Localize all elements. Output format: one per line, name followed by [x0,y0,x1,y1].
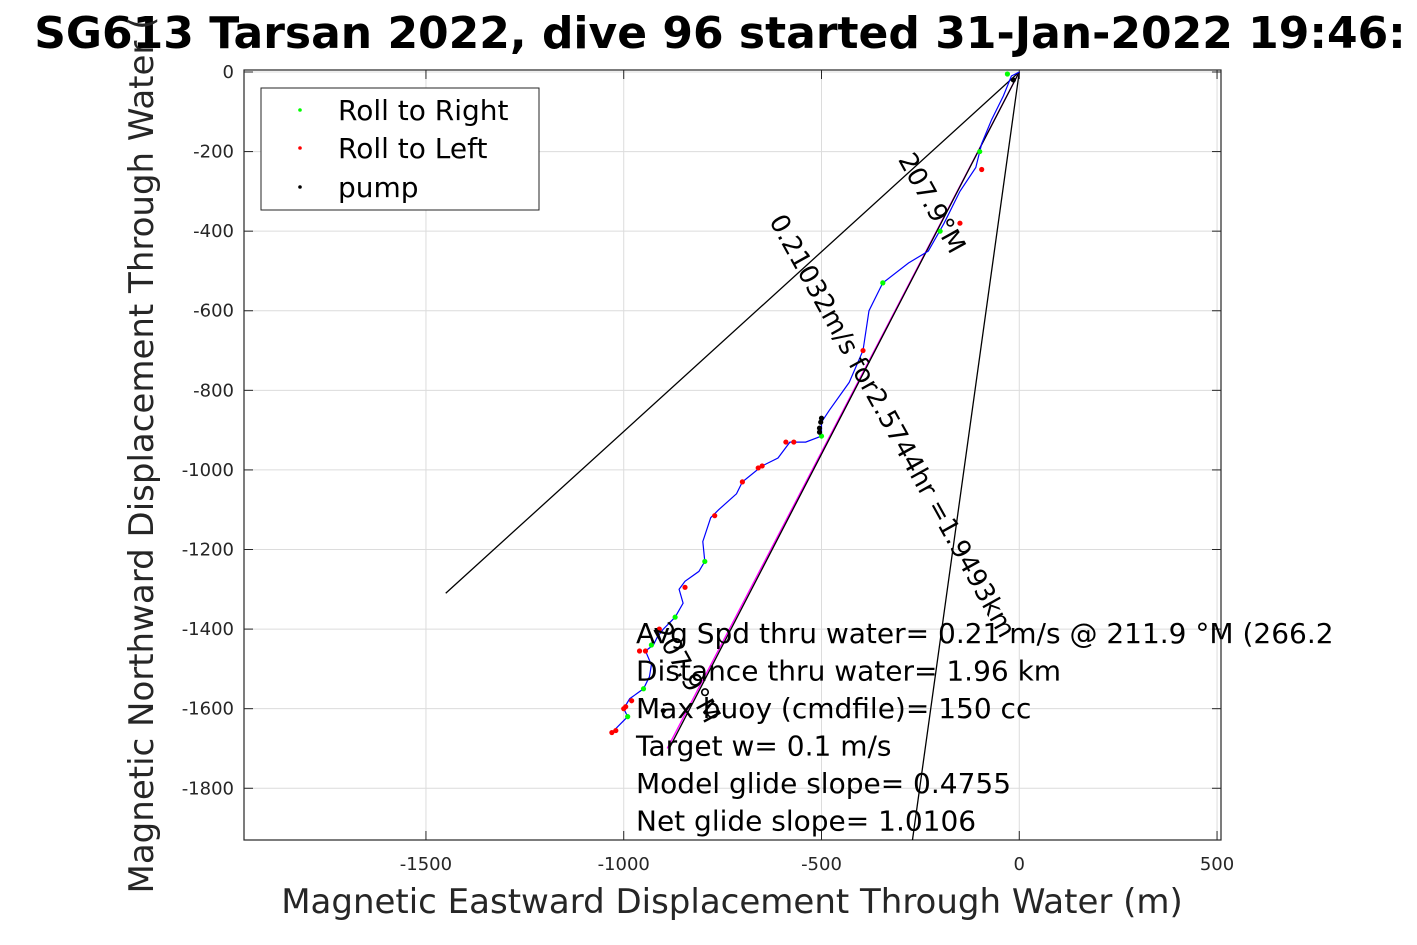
legend-marker-roll-left [298,146,302,150]
pump-point [816,429,823,435]
roll-left-point [609,729,615,736]
y-tick-label: -1600 [182,699,234,720]
annotation-line: Distance thru water= 1.96 km [636,655,1061,688]
pump-point [818,415,825,421]
x-axis-label: Magnetic Eastward Displacement Through W… [281,882,1183,922]
grid [244,70,1221,840]
legend-label-pump: pump [338,171,419,204]
heading-line-a [445,71,1020,594]
annotation-line: Target w= 0.1 m/s [635,730,892,763]
plot-area [243,69,1222,841]
legend-label-roll-right: Roll to Right [338,94,509,127]
y-tick-label: -1200 [182,540,234,561]
slope-line [668,71,1020,749]
reference-lines [445,71,1020,841]
roll-left-point [759,463,765,469]
track-line [611,71,1020,734]
y-tick-label: -600 [193,301,234,322]
pump-point [660,708,666,714]
roll-left-point [783,439,789,445]
pump-point [818,419,824,425]
annotation-block: Avg Spd thru water= 0.21 m/s @ 211.9 °M … [635,617,1334,838]
roll-right-point [702,558,708,565]
roll-left-point [860,347,866,354]
y-tick-label: -200 [193,142,234,163]
y-tick-label: -400 [193,221,234,242]
roll-left-point [712,513,718,519]
roll-left-point [957,220,963,226]
roll-left-point [682,584,688,590]
axis-ticks: -1500 -1000 -500 0 500 0 -200 -400 -600 -800 -1000… [182,62,1235,875]
annotation-line: Max buoy (cmdfile)= 150 cc [636,692,1031,725]
roll-left-point [636,648,643,654]
roll-left-point [755,465,761,471]
roll-left-point [979,166,985,173]
roll-left-point [642,648,649,654]
legend: Roll to Right Roll to Left pump [260,87,540,211]
pump-point [1010,77,1016,83]
roll-right-point [672,614,678,620]
roll-right-point [977,148,983,155]
roll-right-point [625,714,631,720]
pump-point [816,425,823,431]
annotation-line: Model glide slope= 0.4755 [636,767,1011,800]
y-tick-label: 0 [223,62,234,83]
y-axis-label: Magnetic Northward Displacement Through … [122,17,162,894]
roll-left-point [791,439,797,445]
roll-left-point [621,706,627,712]
heading-line-b [911,71,1020,841]
roll-right-point [1004,71,1011,77]
legend-label-roll-left: Roll to Left [338,132,487,165]
roll-left-point [613,727,619,734]
x-tick-label: -1500 [400,854,452,875]
chart-title: SG613 Tarsan 2022, dive 96 started 31-Ja… [34,8,1406,59]
y-tick-label: -1800 [182,778,234,799]
annotation-line: Avg Spd thru water= 0.21 m/s @ 211.9 °M … [636,617,1334,650]
markers [609,71,1016,736]
roll-right-point [818,433,825,439]
y-tick-label: -1000 [182,460,234,481]
annotation-line: Net glide slope= 1.0106 [636,805,976,838]
y-tick-label: -800 [193,380,234,401]
roll-right-point [640,686,647,692]
y-tick-label: -1400 [182,619,234,640]
roll-right-point [937,228,943,234]
legend-marker-pump [298,185,302,189]
legend-box [260,87,540,211]
x-tick-label: 0 [1014,854,1025,875]
legend-marker-roll-right [298,108,302,112]
roll-right-point [880,280,886,286]
roll-right-point [648,642,655,648]
roll-left-point [739,479,745,485]
x-tick-label: -1000 [598,854,650,875]
roll-left-point [656,626,662,632]
x-tick-label: -500 [801,854,842,875]
roll-left-point [629,698,635,704]
dive-track [611,71,1020,734]
x-tick-label: 500 [1200,854,1234,875]
